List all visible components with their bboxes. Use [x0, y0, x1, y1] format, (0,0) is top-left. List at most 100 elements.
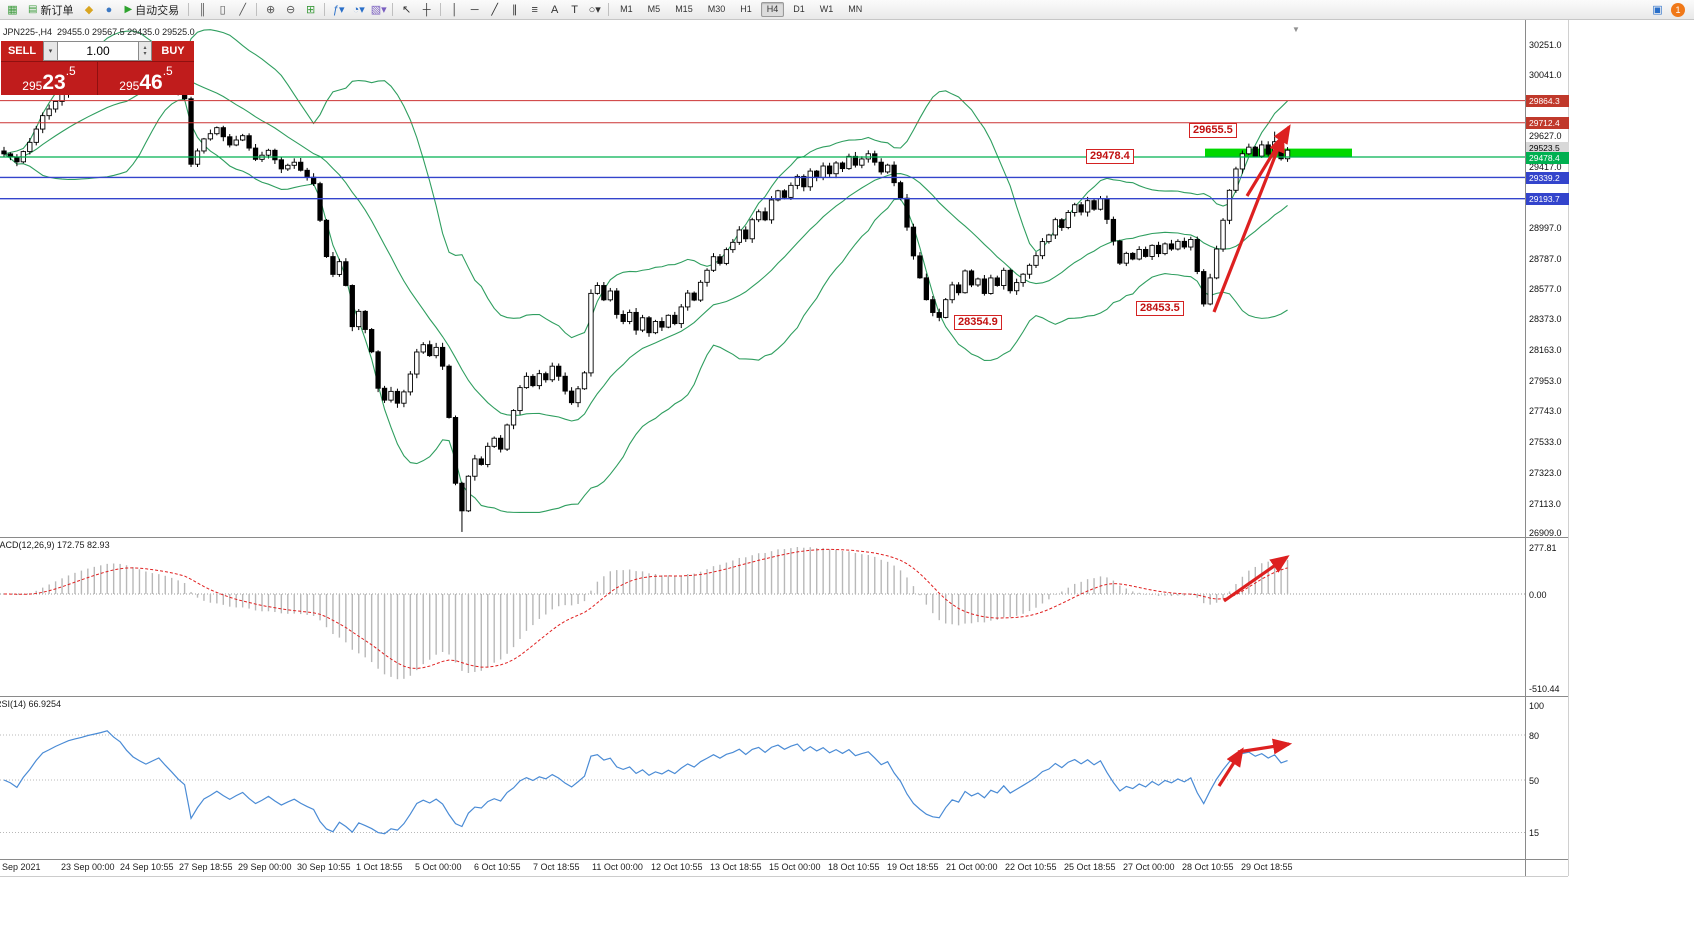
volume-stepper[interactable]: ▴ ▾ [139, 41, 152, 61]
rsi-line [3, 730, 1288, 835]
candle-body [1239, 153, 1246, 170]
bollinger-middle-band [3, 77, 1288, 422]
candle-body [781, 190, 788, 198]
candle-body [910, 226, 917, 257]
candle-body [1168, 243, 1175, 250]
candle-body [775, 190, 781, 201]
candle-body [246, 135, 252, 149]
horizontal-line-icon[interactable]: ─ [470, 3, 479, 16]
candle-body [1175, 240, 1181, 250]
time-tick: 11 Oct 00:00 [592, 862, 643, 872]
line-chart-icon[interactable]: ╱ [239, 3, 246, 16]
candle-body [633, 311, 639, 331]
trend-arrow[interactable] [1217, 747, 1244, 787]
candle-body [1194, 239, 1200, 272]
channel-icon[interactable]: ∥ [511, 3, 518, 16]
candle-body [962, 270, 968, 294]
time-tick: 25 Oct 18:55 [1064, 862, 1116, 872]
candle-body [207, 133, 214, 140]
chat-icon[interactable]: ▣ [1652, 3, 1663, 16]
candle-body [1233, 168, 1239, 191]
candle-body [1026, 264, 1033, 275]
rsi-scale-label: 15 [1529, 828, 1540, 838]
candles-chart-icon[interactable]: ▯ [219, 3, 226, 16]
price-tick: 29627.0 [1529, 130, 1562, 141]
buy-button[interactable]: BUY [152, 41, 194, 61]
candle-body [652, 321, 659, 334]
time-tick: 21 Oct 00:00 [946, 862, 998, 872]
candle-body [504, 424, 510, 450]
candle-body [330, 256, 336, 275]
stepper-up-icon[interactable]: ▴ [143, 45, 147, 51]
price-callout[interactable]: 28453.5 [1136, 301, 1184, 316]
timeframe-d1-button[interactable]: D1 [793, 4, 805, 14]
candle-body [710, 256, 717, 271]
candle-body [1149, 244, 1155, 257]
bars-chart-icon[interactable]: ║ [198, 3, 207, 16]
candle-body [349, 285, 355, 328]
price-tick: 28163.0 [1529, 344, 1562, 355]
trend-arrow[interactable] [1245, 124, 1291, 197]
timeframe-h4-button[interactable]: H4 [760, 2, 785, 17]
bid-price[interactable]: 295 23.5 [1, 62, 97, 95]
trend-arrow[interactable] [1237, 738, 1293, 755]
timeframe-m5-button[interactable]: M5 [647, 4, 661, 14]
trend-arrow[interactable] [1212, 133, 1285, 313]
trend-arrow[interactable] [1223, 555, 1290, 603]
shapes-icon[interactable]: ○▾ [588, 3, 601, 16]
zoom-in-icon[interactable]: ⊕ [266, 3, 276, 16]
trendline-icon[interactable]: ╱ [491, 3, 498, 16]
tile-windows-icon[interactable]: ⊞ [306, 3, 316, 16]
crosshair-icon[interactable]: ┼ [422, 3, 431, 16]
community-icon[interactable]: ● [105, 3, 113, 16]
candle-body [562, 375, 568, 392]
candle-body [375, 351, 381, 389]
price-tick: 28787.0 [1529, 253, 1562, 264]
price-callout[interactable]: 28354.9 [954, 315, 1002, 330]
candle-body [949, 284, 955, 301]
one-click-trade-widget: SELL ▾ 1.00 ▴ ▾ BUY 295 23.5 295 46.5 [1, 41, 194, 95]
sell-button[interactable]: SELL [1, 41, 43, 61]
label-icon[interactable]: T [571, 3, 579, 16]
toolbar-separator [440, 3, 442, 16]
trade-widget-prices: 295 23.5 295 46.5 [1, 62, 194, 95]
notification-badge[interactable]: 1 [1671, 2, 1685, 17]
price-tick: 28997.0 [1529, 222, 1562, 233]
ask-price[interactable]: 295 46.5 [97, 62, 194, 95]
zoom-out-icon[interactable]: ⊖ [286, 3, 296, 16]
candle-body [381, 387, 388, 401]
timeframe-h1-button[interactable]: H1 [740, 4, 752, 14]
candle-body [891, 164, 897, 184]
candle-body [723, 249, 730, 264]
vertical-line-icon[interactable]: │ [451, 3, 459, 16]
candle-body [485, 445, 491, 465]
chart-window-icon[interactable]: ▦ [7, 3, 18, 16]
price-callout[interactable]: 29655.5 [1189, 123, 1237, 138]
candle-body [214, 127, 220, 135]
templates-icon[interactable]: ▧▾ [370, 3, 387, 16]
volume-input[interactable]: 1.00 [58, 41, 139, 61]
fibonacci-icon[interactable]: ≡ [531, 3, 538, 16]
new-order-button[interactable]: ▤ 新订单 [23, 2, 78, 18]
macd-scale-label: 277.81 [1529, 542, 1557, 553]
timeframe-w1-button[interactable]: W1 [819, 4, 834, 14]
timeframe-m15-button[interactable]: M15 [675, 4, 693, 14]
timeframe-m1-button[interactable]: M1 [620, 4, 633, 14]
timeframe-mn-button[interactable]: MN [848, 4, 863, 14]
stepper-down-icon[interactable]: ▾ [143, 51, 147, 57]
timeframe-m30-button[interactable]: M30 [707, 4, 726, 14]
candle-body [336, 261, 343, 275]
candle-body [1117, 240, 1123, 264]
text-icon[interactable]: A [550, 3, 559, 16]
price-callout[interactable]: 29478.4 [1086, 149, 1134, 164]
candle-body [401, 391, 407, 404]
periods-icon[interactable]: ◔▾ [352, 3, 365, 16]
candle-body [1123, 252, 1129, 264]
market-icon[interactable]: ◆ [84, 3, 94, 16]
indicators-icon[interactable]: ƒ▾ [332, 3, 345, 16]
autotrading-button[interactable]: ▶ 自动交易 [119, 2, 184, 18]
cursor-icon[interactable]: ↖ [402, 3, 412, 16]
order-type-dropdown[interactable]: ▾ [43, 41, 58, 61]
candle-body [852, 155, 859, 166]
